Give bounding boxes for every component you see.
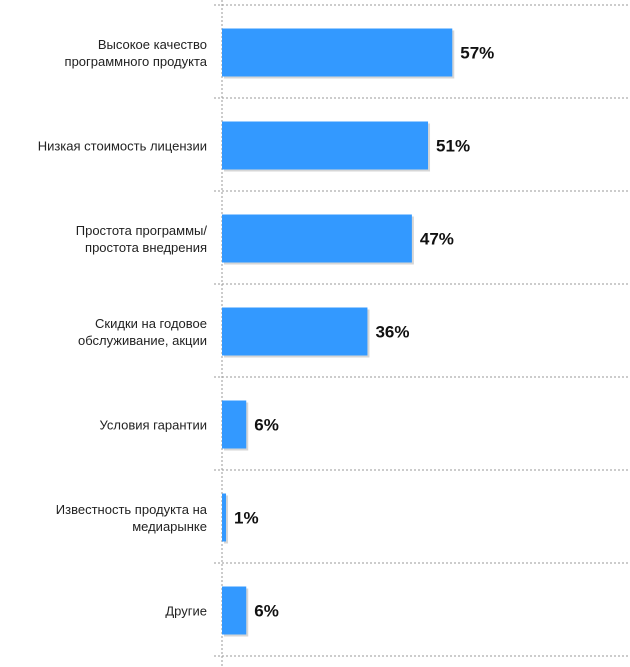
category-label-line: Скидки на годовое xyxy=(95,315,207,331)
bar xyxy=(222,121,429,170)
bar xyxy=(222,586,247,635)
category-label-line: Известность продукта на xyxy=(55,501,207,517)
data-label: 6% xyxy=(254,416,279,435)
category-label-line: Высокое качество xyxy=(97,36,207,52)
category-label: Скидки на годовое обслуживание, акции xyxy=(2,315,207,349)
category-label: Высокое качество программного продукта xyxy=(2,36,207,70)
data-label: 6% xyxy=(254,602,279,621)
data-label: 36% xyxy=(375,323,409,342)
category-label: Известность продукта на медиарынке xyxy=(2,501,207,535)
category-label-line: обслуживание, акции xyxy=(78,332,207,348)
category-label-line: Условия гарантии xyxy=(99,417,207,432)
bar xyxy=(222,307,368,356)
data-label: 1% xyxy=(234,509,259,528)
category-label: Простота программы/простота внедрения xyxy=(2,222,207,256)
category-label-line: простота внедрения xyxy=(85,239,207,255)
category-label-line: Другие xyxy=(165,603,207,618)
category-label: Низкая стоимость лицензии xyxy=(2,137,207,154)
category-label: Другие xyxy=(2,602,207,619)
category-label-line: медиарынке xyxy=(132,518,207,534)
category-label-line: Простота программы/ xyxy=(75,222,207,238)
bar xyxy=(222,493,227,542)
category-label-line: Низкая стоимость лицензии xyxy=(37,138,207,153)
data-label: 51% xyxy=(436,137,470,156)
bar xyxy=(222,400,247,449)
category-label-line: программного продукта xyxy=(64,53,207,69)
bar xyxy=(222,214,412,263)
bar xyxy=(222,28,453,77)
category-label: Условия гарантии xyxy=(2,416,207,433)
data-label: 57% xyxy=(460,44,494,63)
data-label: 47% xyxy=(420,230,454,249)
